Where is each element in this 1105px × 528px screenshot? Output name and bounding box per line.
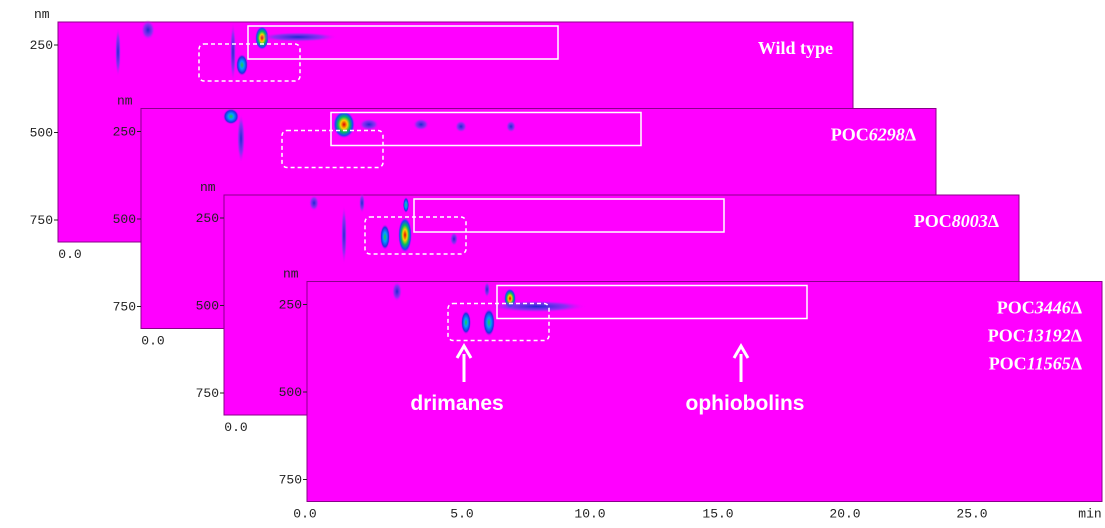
x-tick-label: 0.0 (58, 247, 81, 262)
peak (487, 301, 587, 313)
y-tick-label: 500 (196, 299, 219, 314)
figure: nm 250 500 750 0.0 Wild type nm 250 500 750 0.0 POC… (0, 0, 1105, 528)
peak (237, 114, 245, 164)
peak (341, 205, 347, 265)
y-tick-label: 750 (196, 386, 219, 401)
x-unit: min (1078, 507, 1101, 522)
label-part: Δ (1071, 298, 1082, 318)
label-part: 8003 (952, 211, 988, 231)
panel-label: POC6298Δ (831, 125, 916, 145)
peak (461, 311, 471, 335)
y-unit: nm (283, 267, 299, 282)
y-tick-label: 250 (113, 125, 136, 140)
peak (141, 20, 155, 40)
panel-label: POC3446Δ (997, 298, 1082, 318)
annotation: ophiobolins (686, 392, 805, 415)
panel-label: Wild type (758, 38, 833, 58)
label-part: POC (997, 298, 1035, 318)
peak (359, 193, 365, 213)
y-tick-label: 500 (279, 385, 302, 400)
peak (380, 224, 390, 250)
label-part: POC (989, 354, 1027, 374)
panel-label: POC8003Δ (914, 211, 999, 231)
peak (359, 119, 379, 131)
y-unit: nm (117, 94, 133, 109)
y-tick-label: 500 (30, 126, 53, 141)
y-tick-label: 250 (196, 211, 219, 226)
x-tick-label: 10.0 (574, 507, 605, 522)
peak (309, 195, 319, 211)
y-tick-label: 750 (30, 213, 53, 228)
peak (455, 121, 467, 133)
peak (506, 121, 516, 133)
peak (115, 27, 121, 77)
peak (450, 232, 458, 246)
peak (333, 111, 355, 139)
panel-label: POC13192Δ (988, 326, 1082, 346)
label-part: POC (988, 326, 1026, 346)
x-tick-label: 0.0 (141, 334, 164, 349)
x-tick-label: 20.0 (829, 507, 860, 522)
annotation: drimanes (410, 392, 503, 415)
peak (398, 217, 412, 253)
label-part: 11565 (1027, 354, 1071, 374)
y-tick-label: 750 (113, 300, 136, 315)
label-part: Δ (1071, 326, 1082, 346)
peak (403, 197, 409, 213)
peak (483, 309, 495, 337)
x-tick-label: 25.0 (956, 507, 987, 522)
x-tick-label: 5.0 (450, 507, 473, 522)
peak (223, 109, 239, 125)
x-tick-label: 0.0 (224, 420, 247, 435)
y-tick-label: 500 (113, 212, 136, 227)
x-tick-label: 15.0 (702, 507, 733, 522)
label-part: 3446 (1034, 298, 1071, 318)
label-part: 13192 (1026, 326, 1071, 346)
panel-label: POC11565Δ (989, 354, 1082, 374)
y-tick-label: 250 (30, 38, 53, 53)
peak (236, 54, 248, 76)
y-unit: nm (200, 180, 216, 195)
label-part: POC (914, 211, 952, 231)
peak (484, 282, 490, 298)
label-part: Δ (905, 125, 916, 145)
peak (258, 32, 338, 42)
peak (392, 282, 402, 302)
y-unit: nm (34, 7, 50, 22)
x-tick-label: 0.0 (293, 507, 316, 522)
y-tick-label: 750 (279, 473, 302, 488)
y-tick-label: 250 (279, 298, 302, 313)
label-part: Wild type (758, 38, 833, 58)
peak (230, 22, 236, 82)
label-part: Δ (1071, 354, 1082, 374)
peak (413, 119, 429, 131)
label-part: Δ (988, 211, 999, 231)
label-part: 6298 (869, 125, 905, 145)
label-part: POC (831, 125, 869, 145)
